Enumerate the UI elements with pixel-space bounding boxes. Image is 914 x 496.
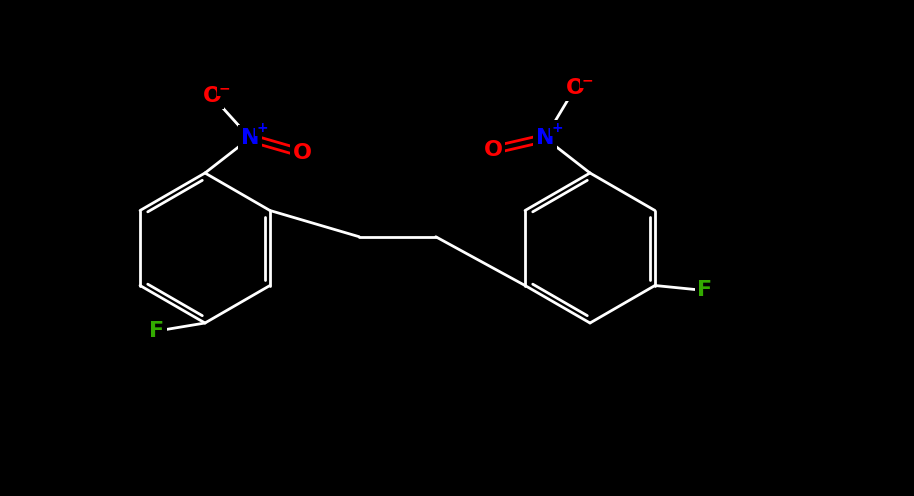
Text: +: + — [551, 121, 563, 135]
Text: O: O — [566, 78, 584, 98]
Text: F: F — [149, 321, 165, 341]
Text: O: O — [484, 140, 503, 160]
Text: F: F — [697, 281, 713, 301]
Text: N: N — [536, 128, 554, 148]
Text: O: O — [203, 86, 221, 106]
Text: −: − — [581, 73, 593, 87]
Text: −: − — [218, 81, 229, 95]
Text: N: N — [240, 128, 260, 148]
Text: +: + — [256, 121, 268, 135]
Text: O: O — [292, 143, 312, 163]
